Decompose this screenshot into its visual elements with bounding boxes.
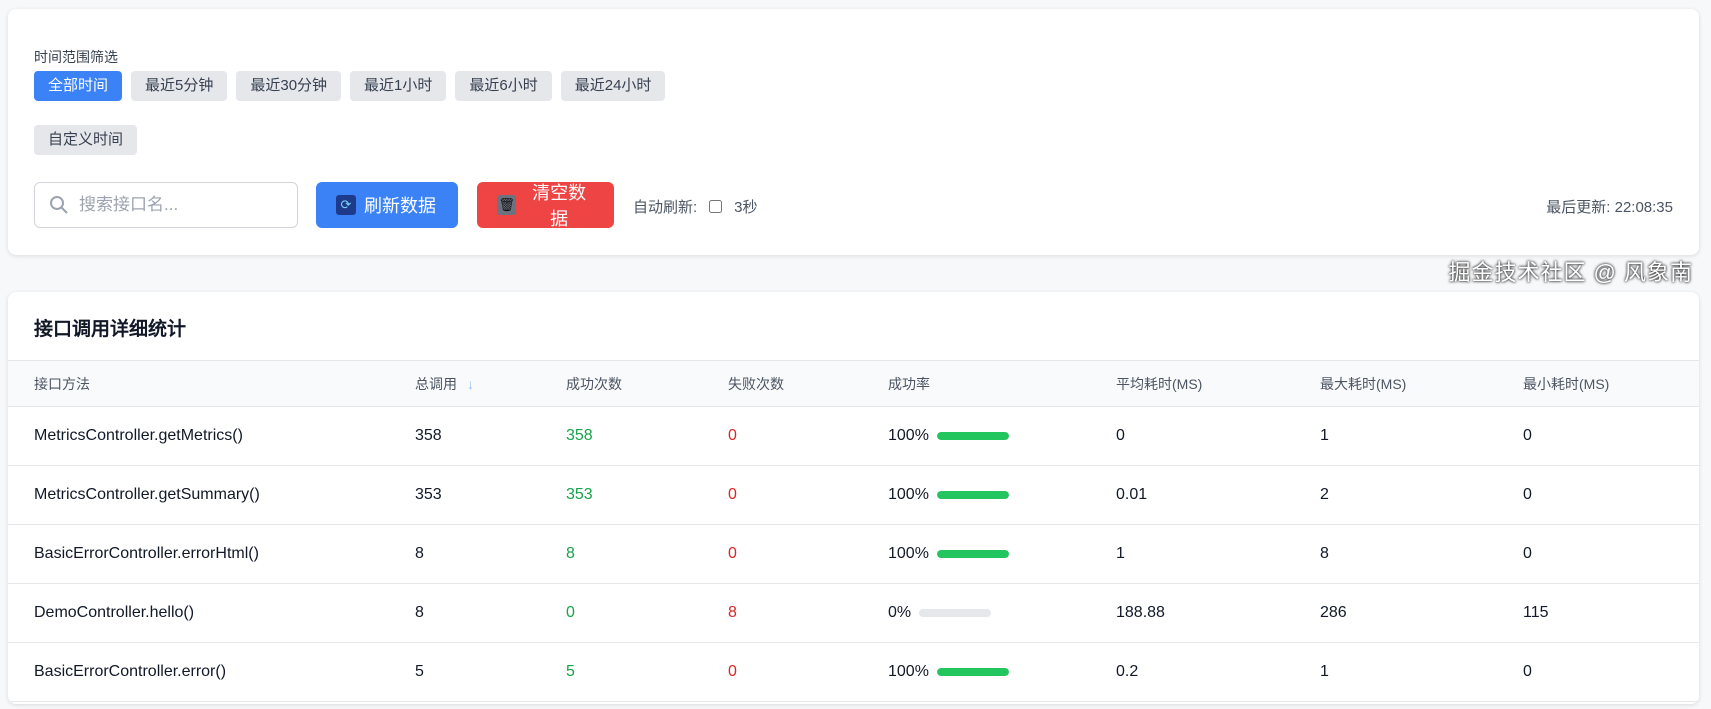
rate-text: 0% [888, 604, 912, 621]
max-cell: 1 [1320, 642, 1523, 702]
rate-bar [936, 431, 1009, 440]
method-cell: DemoController.hello() [8, 583, 415, 643]
col-total-label: 总调用 [415, 375, 457, 392]
max-cell: 8 [1320, 524, 1523, 584]
auto-refresh: 自动刷新: 3秒 [633, 196, 758, 217]
trash-icon: 🗑 [497, 195, 517, 215]
success-cell: 5 [566, 642, 728, 702]
stats-panel: 接口调用详细统计 接口方法 总调用 ↓ 成功次数 失败次数 成功率 平均耗时(MS… [8, 292, 1699, 704]
rate-cell: 100% [888, 465, 1116, 525]
avg-cell: 0.2 [1116, 642, 1320, 702]
clear-label: 清空数据 [532, 183, 587, 229]
col-success[interactable]: 成功次数 [566, 360, 728, 407]
rate-text: 100% [888, 545, 929, 562]
stats-table: 接口方法 总调用 ↓ 成功次数 失败次数 成功率 平均耗时(MS) 最大耗时(MS… [8, 360, 1699, 702]
stats-title: 接口调用详细统计 [34, 319, 187, 340]
rate-bar-fill [936, 667, 1009, 676]
rate-cell: 100% [888, 524, 1116, 584]
min-cell: 0 [1523, 524, 1699, 584]
range-5min[interactable]: 最近5分钟 [131, 71, 228, 101]
time-range-label: 时间范围筛选 [34, 49, 118, 65]
min-cell: 0 [1523, 642, 1699, 702]
success-cell: 353 [566, 465, 728, 525]
table-row: BasicErrorController.errorHtml() 8 8 0 1… [8, 524, 1699, 584]
success-cell: 0 [566, 583, 728, 643]
min-cell: 0 [1523, 465, 1699, 525]
max-cell: 1 [1320, 406, 1523, 466]
range-custom[interactable]: 自定义时间 [34, 125, 138, 155]
fail-cell: 0 [728, 465, 888, 525]
col-min[interactable]: 最小耗时(MS) [1523, 360, 1699, 407]
rate-bar-fill [936, 549, 1009, 558]
range-all[interactable]: 全部时间 [34, 71, 123, 101]
table-row: BasicErrorController.error() 5 5 0 100% … [8, 642, 1699, 702]
max-cell: 286 [1320, 583, 1523, 643]
fail-cell: 8 [728, 583, 888, 643]
rate-text: 100% [888, 486, 929, 503]
range-6h[interactable]: 最近6小时 [455, 71, 552, 101]
total-cell: 8 [415, 524, 566, 584]
range-24h[interactable]: 最近24小时 [560, 71, 666, 101]
search-input[interactable] [79, 195, 279, 215]
table-row: MetricsController.getSummary() 353 353 0… [8, 465, 1699, 525]
rate-bar [936, 667, 1009, 676]
auto-refresh-label: 自动刷新: [633, 199, 698, 216]
method-cell: MetricsController.getSummary() [8, 465, 415, 525]
time-range-options: 全部时间 最近5分钟 最近30分钟 最近1小时 最近6小时 最近24小时 [34, 71, 666, 101]
max-cell: 2 [1320, 465, 1523, 525]
min-cell: 115 [1523, 583, 1699, 643]
rate-text: 100% [888, 663, 929, 680]
avg-cell: 0 [1116, 406, 1320, 466]
col-total[interactable]: 总调用 ↓ [415, 360, 566, 407]
total-cell: 5 [415, 642, 566, 702]
sort-down-icon[interactable]: ↓ [467, 375, 474, 392]
total-cell: 358 [415, 406, 566, 466]
success-cell: 8 [566, 524, 728, 584]
search-icon [50, 196, 68, 214]
rate-cell: 0% [888, 583, 1116, 643]
method-cell: BasicErrorController.error() [8, 642, 415, 702]
total-cell: 8 [415, 583, 566, 643]
table-row: DemoController.hello() 8 0 8 0% 188.88 2… [8, 583, 1699, 643]
rate-bar [919, 608, 992, 617]
refresh-icon: ⟳ [336, 195, 356, 215]
rate-bar [936, 549, 1009, 558]
col-rate[interactable]: 成功率 [888, 360, 1116, 407]
method-cell: BasicErrorController.errorHtml() [8, 524, 415, 584]
last-update: 最后更新: 22:08:35 [1546, 199, 1673, 216]
rate-bar-fill [936, 431, 1009, 440]
range-1h[interactable]: 最近1小时 [350, 71, 447, 101]
avg-cell: 0.01 [1116, 465, 1320, 525]
method-cell: MetricsController.getMetrics() [8, 406, 415, 466]
rate-cell: 100% [888, 642, 1116, 702]
rate-bar-fill [936, 490, 1009, 499]
table-row: MetricsController.getMetrics() 358 358 0… [8, 406, 1699, 466]
rate-text: 100% [888, 427, 929, 444]
range-30min[interactable]: 最近30分钟 [236, 71, 342, 101]
col-method[interactable]: 接口方法 [8, 360, 415, 407]
table-header: 接口方法 总调用 ↓ 成功次数 失败次数 成功率 平均耗时(MS) 最大耗时(MS… [8, 360, 1699, 407]
fail-cell: 0 [728, 406, 888, 466]
refresh-label: 刷新数据 [364, 196, 436, 216]
refresh-button[interactable]: ⟳ 刷新数据 [316, 182, 458, 228]
watermark: 掘金技术社区 @ 风象南 [1448, 260, 1693, 285]
filter-panel: 时间范围筛选 全部时间 最近5分钟 最近30分钟 最近1小时 最近6小时 最近2… [8, 9, 1699, 255]
fail-cell: 0 [728, 642, 888, 702]
fail-cell: 0 [728, 524, 888, 584]
min-cell: 0 [1523, 406, 1699, 466]
col-max[interactable]: 最大耗时(MS) [1320, 360, 1523, 407]
rate-bar [936, 490, 1009, 499]
avg-cell: 1 [1116, 524, 1320, 584]
auto-refresh-checkbox[interactable] [709, 200, 723, 213]
clear-button[interactable]: 🗑 清空数据 [477, 182, 614, 229]
auto-refresh-interval: 3秒 [734, 199, 758, 216]
col-avg[interactable]: 平均耗时(MS) [1116, 360, 1320, 407]
avg-cell: 188.88 [1116, 583, 1320, 643]
rate-cell: 100% [888, 406, 1116, 466]
success-cell: 358 [566, 406, 728, 466]
col-fail[interactable]: 失败次数 [728, 360, 888, 407]
total-cell: 353 [415, 465, 566, 525]
search-box[interactable] [34, 182, 298, 228]
